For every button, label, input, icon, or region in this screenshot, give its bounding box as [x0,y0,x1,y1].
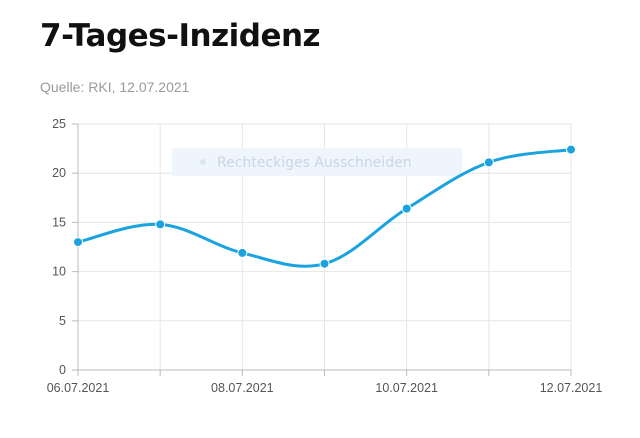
snipping-overlay-dot-icon [200,159,206,165]
y-tick-label: 20 [52,166,66,180]
x-tick-label: 10.07.2021 [375,381,438,395]
y-axis-tick-labels: 0 5 10 15 20 25 [52,117,66,377]
chart-series [73,144,576,269]
x-tick-label: 06.07.2021 [47,381,110,395]
x-axis-tick-labels: 06.07.2021 08.07.2021 10.07.2021 12.07.2021 [47,381,603,395]
data-point [483,157,494,168]
chart-axes [72,123,572,376]
x-tick-label: 08.07.2021 [211,381,274,395]
y-tick-label: 25 [52,117,66,131]
y-tick-label: 0 [59,363,66,377]
x-tick-label: 12.07.2021 [540,381,603,395]
data-point [319,258,330,269]
y-tick-label: 15 [52,215,66,229]
snipping-overlay: Rechteckiges Ausschneiden [172,148,462,176]
snipping-overlay-label: Rechteckiges Ausschneiden [217,155,412,171]
data-point [155,219,166,230]
chart-title: 7-Tages-Inzidenz [40,18,321,54]
snipping-overlay-background [172,148,462,176]
chart-source: Quelle: RKI, 12.07.2021 [40,79,190,95]
y-tick-label: 5 [59,314,66,328]
data-point [237,247,248,258]
y-tick-label: 10 [52,265,66,279]
data-point [73,237,83,248]
data-point [566,144,576,155]
data-point [401,203,412,214]
